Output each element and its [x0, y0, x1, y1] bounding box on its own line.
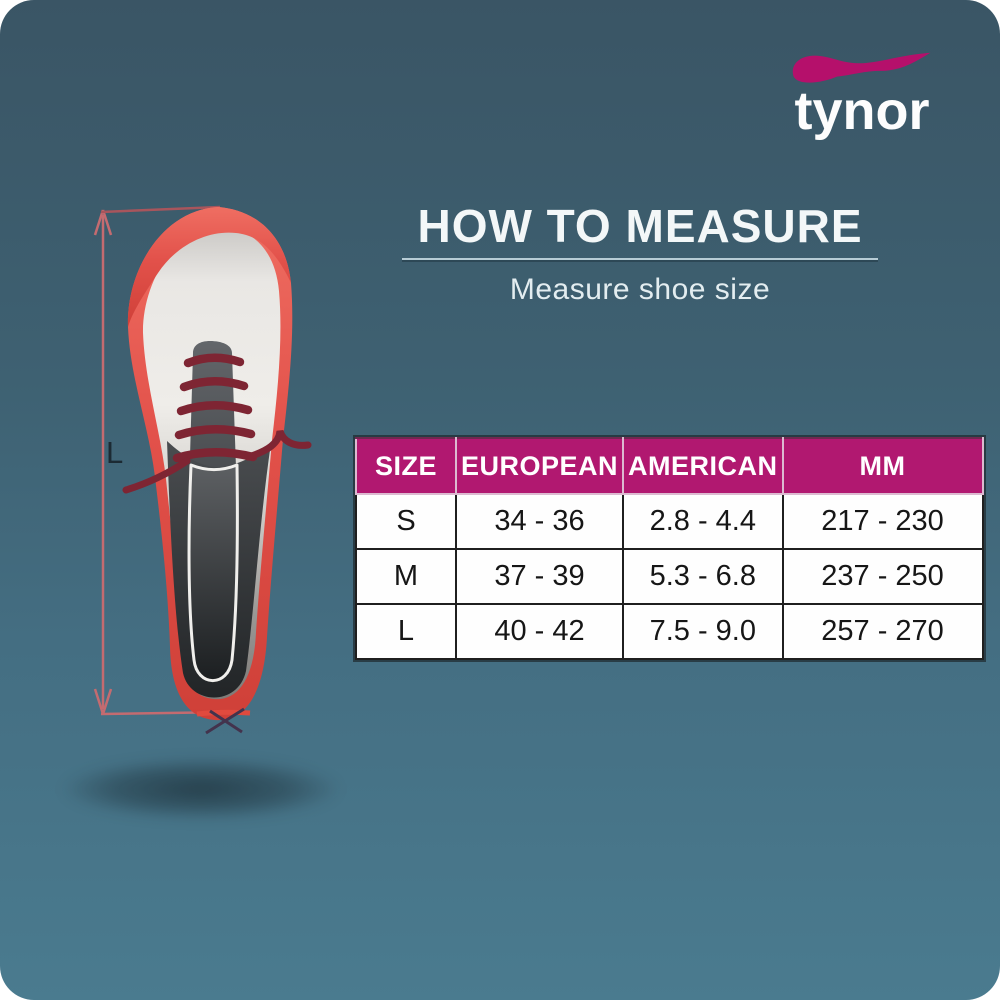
- lace-ends: [122, 429, 312, 494]
- page-title: HOW TO MEASURE: [417, 200, 863, 252]
- shoe-shadow: [62, 758, 340, 820]
- cell-european: 34 - 36: [454, 493, 625, 550]
- cell-size: L: [355, 603, 457, 660]
- measure-length-label: L: [106, 435, 124, 470]
- cell-american: 2.8 - 4.4: [622, 493, 784, 550]
- cell-size: S: [355, 493, 457, 550]
- size-table-row-s: S 34 - 36 2.8 - 4.4 217 - 230: [355, 493, 984, 550]
- size-table-row-m: M 37 - 39 5.3 - 6.8 237 - 250: [355, 548, 984, 605]
- header-european: EUROPEAN: [454, 437, 625, 495]
- cell-mm: 217 - 230: [781, 493, 984, 550]
- page-subtitle: Measure shoe size: [509, 273, 771, 306]
- size-table-header-row: SIZE EUROPEAN AMERICAN MM: [355, 437, 984, 495]
- logo-swoosh-icon: [792, 52, 931, 83]
- size-table: SIZE EUROPEAN AMERICAN MM S 34 - 36 2.8 …: [353, 435, 986, 662]
- cell-mm: 237 - 250: [781, 548, 984, 605]
- heading-block: HOW TO MEASURE Measure shoe size: [390, 203, 890, 307]
- title-divider: [402, 258, 878, 260]
- cell-mm: 257 - 270: [781, 603, 984, 660]
- cell-size: M: [355, 548, 457, 605]
- header-mm: MM: [781, 437, 984, 495]
- cell-american: 5.3 - 6.8: [622, 548, 784, 605]
- shoe-measurement-figure: L: [60, 195, 340, 745]
- measure-arrow-icon: [93, 205, 233, 716]
- header-american: AMERICAN: [622, 437, 784, 495]
- cell-european: 37 - 39: [454, 548, 625, 605]
- shoe-photo: [122, 207, 312, 735]
- tynor-logo: tynor: [782, 46, 942, 141]
- heel-lace-tie: [196, 707, 251, 735]
- shoe-top-view-illustration: [93, 205, 312, 735]
- size-table-row-l: L 40 - 42 7.5 - 9.0 257 - 270: [355, 603, 984, 660]
- cell-european: 40 - 42: [454, 603, 625, 660]
- cell-american: 7.5 - 9.0: [622, 603, 784, 660]
- logo-wordmark: tynor: [794, 81, 930, 141]
- header-size: SIZE: [355, 437, 457, 495]
